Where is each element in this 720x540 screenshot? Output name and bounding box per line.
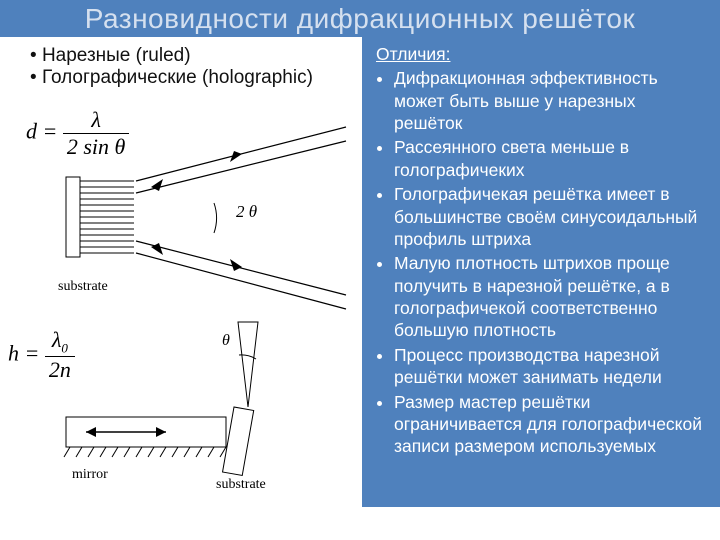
theta-label: θ bbox=[222, 332, 230, 350]
slide-title: Разновидности дифракционных решёток bbox=[0, 0, 720, 37]
substrate-label-1: substrate bbox=[58, 279, 108, 295]
diff-item: Малую плотность штрихов проще получить в… bbox=[394, 252, 708, 342]
diff-item: Дифракционная эффективность может быть в… bbox=[394, 67, 708, 134]
type-item: Нарезные (ruled) bbox=[30, 45, 356, 67]
differences-heading: Отличия: bbox=[376, 43, 708, 65]
mirror-label: mirror bbox=[72, 467, 108, 483]
diff-item: Размер мастер решётки ограничивается для… bbox=[394, 391, 708, 458]
differences-list: Дифракционная эффективность может быть в… bbox=[376, 67, 708, 458]
content-row: Нарезные (ruled) Голографические (hologr… bbox=[0, 37, 720, 507]
diff-item: Голографичекая решётка имеет в большинст… bbox=[394, 183, 708, 250]
type-item: Голографические (holographic) bbox=[30, 67, 356, 89]
substrate-label-2: substrate bbox=[216, 477, 266, 493]
left-column: Нарезные (ruled) Голографические (hologr… bbox=[0, 37, 362, 507]
diff-item: Рассеянного света меньше в голографичеки… bbox=[394, 136, 708, 181]
diff-item: Процесс производства нарезной решётки мо… bbox=[394, 344, 708, 389]
diagram-svg bbox=[26, 107, 356, 507]
two-theta-label: 2 θ bbox=[236, 202, 257, 222]
grating-types-list: Нарезные (ruled) Голографические (hologr… bbox=[26, 45, 356, 89]
optics-diagram: d = λ 2 sin θ h = λ0 2n bbox=[26, 107, 356, 507]
differences-panel: Отличия: Дифракционная эффективность мож… bbox=[362, 37, 720, 507]
